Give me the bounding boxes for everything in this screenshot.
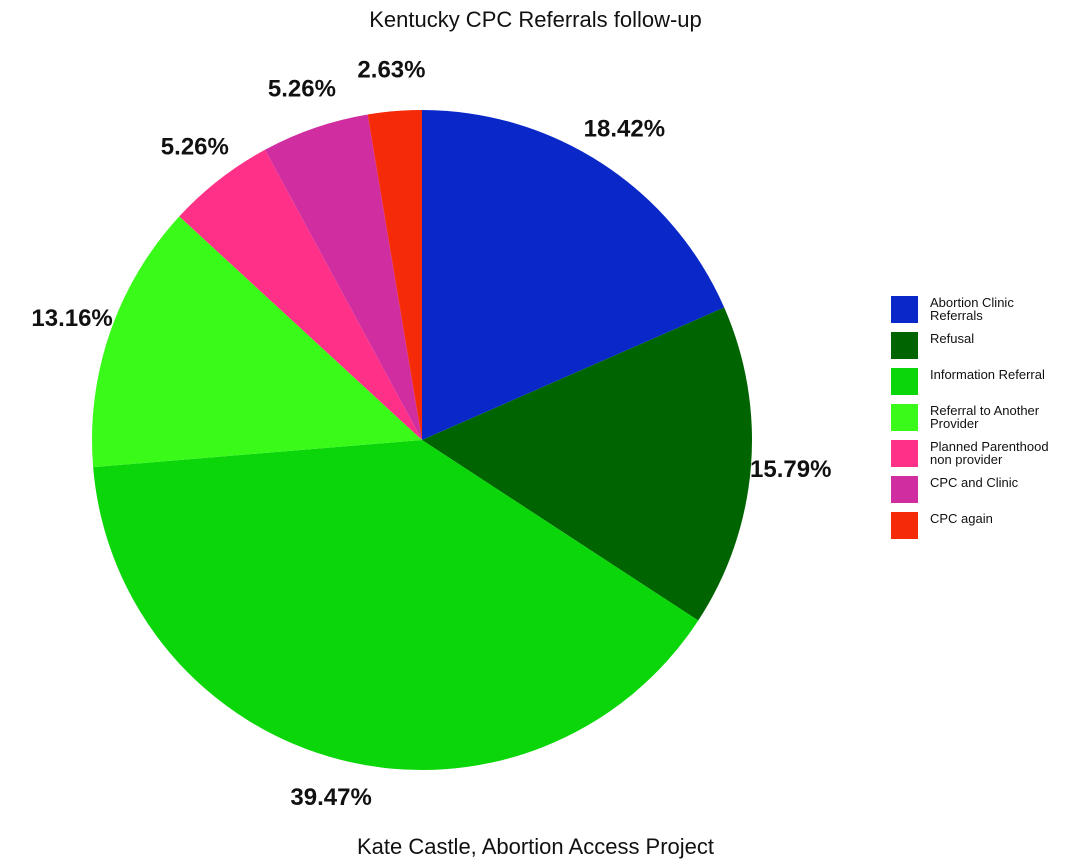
legend-swatch [891,404,918,431]
legend-label: Abortion Clinic Referrals [930,295,1014,323]
chart-caption: Kate Castle, Abortion Access Project [356,834,715,859]
legend-item: CPC again [891,512,1071,548]
pie-slice [422,307,752,621]
legend-item: Information Referral [891,368,1071,404]
legend-item: Referral to Another Provider [891,404,1071,440]
slice-percent-label: 15.79% [750,456,831,483]
legend-label: Refusal [930,331,975,346]
slice-percent-label: 39.47% [290,784,371,811]
pie-slice [92,216,423,468]
legend-label: CPC and Clinic [930,475,1019,490]
legend-label: CPC again [930,511,993,526]
legend-item: Refusal [891,332,1071,368]
chart-title: Kentucky CPC Referrals follow-up [369,7,702,32]
legend-swatch [891,332,918,359]
legend-label: Referral to Another Provider [930,403,1040,431]
legend-swatch [891,512,918,539]
legend-label: Planned Parenthood non provider [930,439,1049,467]
chart-legend: Abortion Clinic Referrals Refusal Informat… [891,296,1071,548]
pie-slice [93,440,699,770]
slice-percent-label: 2.63% [357,57,425,84]
legend-swatch [891,368,918,395]
pie-slice [367,110,422,440]
legend-item: CPC and Clinic [891,476,1071,512]
pie-slice [265,114,422,440]
slice-percent-label: 5.26% [161,133,229,160]
legend-label: Information Referral [930,367,1045,382]
legend-swatch [891,440,918,467]
pie-slice [179,149,422,440]
legend-item: Abortion Clinic Referrals [891,296,1071,332]
slice-percent-label: 5.26% [268,75,336,102]
legend-item: Planned Parenthood non provider [891,440,1071,476]
slice-percent-label: 13.16% [31,305,112,332]
legend-swatch [891,296,918,323]
slice-percent-label: 18.42% [584,116,665,143]
pie-slices [92,110,752,770]
legend-swatch [891,476,918,503]
pie-percent-labels: 18.42% 15.79% 39.47% 13.16% 5.26% 5.26% 2.63% [31,57,831,811]
pie-slice [422,110,725,440]
